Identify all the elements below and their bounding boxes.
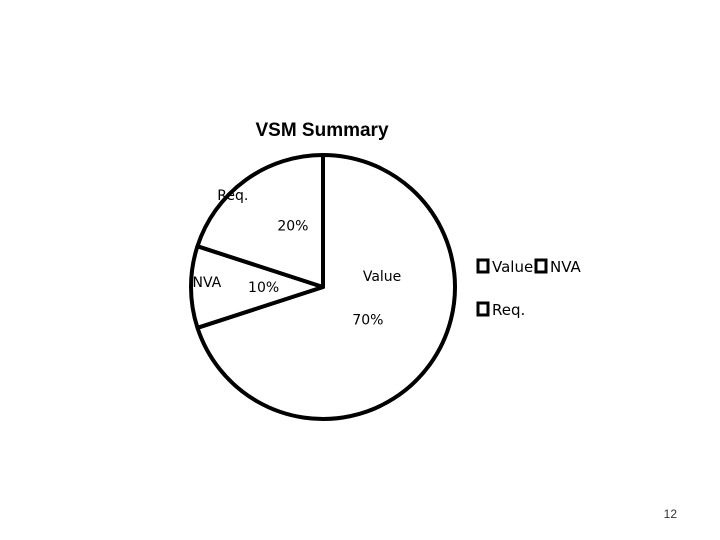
pie-slice-req (195, 153, 325, 289)
slice-labels: Value 70% NVA 10% Req. 20% (192, 188, 401, 329)
slice-percent-label: 20% (277, 218, 308, 234)
legend: Value NVA Req. (476, 258, 582, 319)
slice-name-label: Value (363, 269, 401, 285)
page-number: 12 (663, 507, 677, 521)
slice-name-label: Req. (217, 188, 248, 204)
legend-swatch (476, 301, 490, 317)
legend-swatch (476, 258, 490, 274)
legend-label: Value (492, 258, 533, 276)
chart-title: VSM Summary (255, 120, 388, 141)
pie-slice-value (195, 153, 457, 421)
slice-percent-label: 70% (352, 313, 383, 329)
pie-slices (189, 153, 457, 421)
slice-percent-label: 10% (248, 280, 279, 296)
slice-name-label: NVA (192, 275, 221, 291)
legend-swatch (534, 258, 548, 274)
legend-label: NVA (550, 258, 582, 276)
legend-label: Req. (492, 301, 525, 319)
